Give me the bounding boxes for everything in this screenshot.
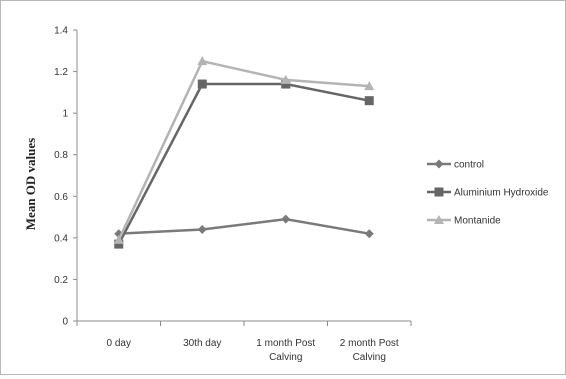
series-line-control	[118, 217, 370, 235]
data-point-control	[364, 229, 374, 239]
x-tick-label: 0 day	[107, 338, 131, 349]
data-point-montanide	[197, 56, 208, 66]
legend-label: Montanide	[454, 216, 501, 227]
y-tick-label: 0.8	[54, 150, 68, 161]
series-line-aluminium-hydroxide	[117, 82, 370, 245]
y-tick-label: 1.2	[54, 67, 68, 78]
data-point-montanide	[113, 234, 124, 244]
legend-item-aluminium-hydroxide: Aluminium Hydroxide	[427, 187, 549, 199]
y-tick-label: 0.2	[54, 275, 68, 286]
series-aluminium-hydroxide	[114, 79, 374, 249]
legend-item-montanide: Montanide	[427, 215, 501, 227]
x-tick-label: 2 month Post Calving	[340, 338, 399, 363]
series-montanide	[113, 56, 375, 244]
data-point-montanide	[280, 74, 291, 84]
legend-label: Aluminium Hydroxide	[454, 188, 549, 199]
legend: control Aluminium Hydroxide Montanide	[427, 159, 549, 227]
series-line-montanide	[117, 59, 370, 241]
x-tick-label: 30th day	[183, 338, 221, 349]
legend-marker	[434, 159, 444, 169]
data-point-montanide	[364, 81, 375, 91]
legend-marker	[434, 215, 444, 224]
legend-item-control: control	[427, 159, 484, 171]
data-point-aluminium-hydroxide	[281, 79, 291, 89]
x-axis-ticks: 0 day 30th day 1 month Post Calving 2 month …	[76, 321, 412, 363]
y-tick-label: 1.4	[54, 26, 68, 37]
data-point-aluminium-hydroxide	[364, 96, 374, 106]
y-tick-label: 0	[62, 317, 68, 328]
y-tick-label: 0.4	[54, 233, 68, 244]
series-control	[114, 214, 374, 239]
x-tick-label: 1 month Post Calving	[256, 338, 315, 363]
chart-axes	[76, 30, 411, 322]
data-point-control	[197, 225, 207, 235]
data-point-control	[281, 214, 291, 224]
y-axis-ticks: 0 0.2 0.4 0.6 0.8 1 1.2 1.4	[54, 26, 77, 328]
data-point-aluminium-hydroxide	[114, 239, 124, 249]
y-tick-label: 1	[62, 109, 68, 120]
legend-marker	[434, 187, 444, 197]
legend-label: control	[454, 160, 484, 171]
data-series	[113, 56, 375, 249]
y-axis-label: Mean OD values	[23, 138, 38, 230]
data-point-aluminium-hydroxide	[197, 79, 207, 89]
y-tick-label: 0.6	[54, 192, 68, 203]
